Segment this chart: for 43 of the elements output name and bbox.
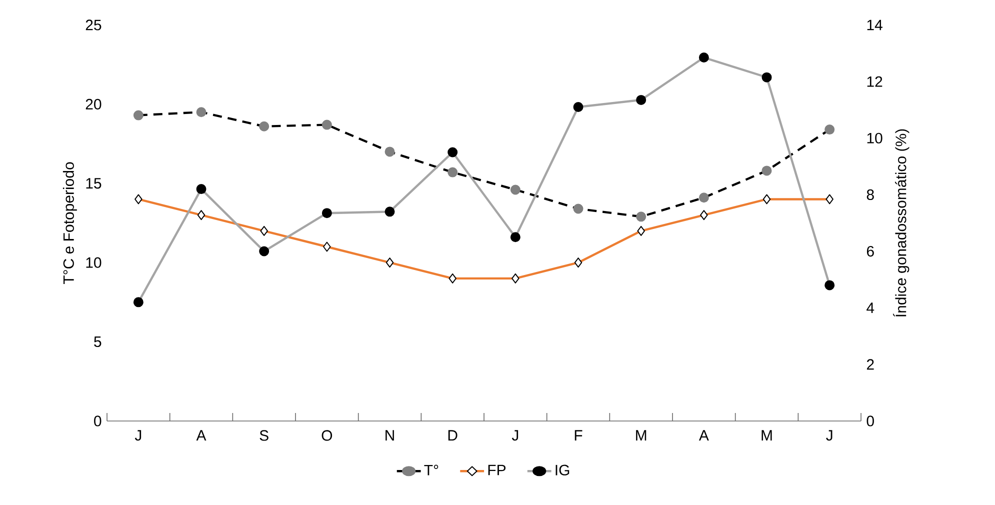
legend-label: IG bbox=[556, 464, 570, 476]
x-tick-label: J bbox=[134, 430, 142, 441]
y-tick-label: 5 bbox=[94, 336, 102, 348]
point bbox=[322, 120, 332, 130]
y2-tick-label: 6 bbox=[866, 246, 874, 257]
x-tick-label: A bbox=[196, 430, 206, 441]
x-tick-label: D bbox=[448, 430, 458, 441]
point bbox=[824, 124, 835, 135]
point bbox=[510, 184, 520, 195]
point bbox=[573, 204, 584, 214]
point bbox=[133, 110, 144, 120]
x-tick-label: N bbox=[386, 430, 394, 441]
y2-tick-label: 0 bbox=[866, 416, 874, 426]
y2-tick-label: 12 bbox=[867, 76, 882, 87]
y2-tick-label: 2 bbox=[866, 359, 874, 370]
x-tick-label: J bbox=[512, 430, 518, 441]
y-tick-label: 20 bbox=[86, 98, 102, 110]
y-tick-label: 10 bbox=[86, 257, 102, 268]
y2-tick-label: 14 bbox=[867, 20, 882, 30]
x-tick-label: A bbox=[698, 430, 709, 441]
point bbox=[762, 166, 772, 176]
point bbox=[448, 167, 458, 178]
legend-label: FP bbox=[488, 464, 506, 476]
point bbox=[636, 212, 646, 222]
x-tick-label: M bbox=[636, 430, 646, 441]
x-tick-label: M bbox=[762, 430, 772, 441]
point bbox=[384, 146, 395, 157]
y-axis-title: T°C e Fotoperiodo bbox=[62, 162, 77, 284]
x-tick-label: J bbox=[826, 430, 832, 441]
y2-axis-title: Índice gonadossomático (%) bbox=[893, 129, 910, 317]
point bbox=[196, 107, 206, 118]
y2-tick-label: 8 bbox=[866, 189, 874, 200]
point bbox=[698, 192, 709, 203]
y2-tick-label: 4 bbox=[866, 302, 874, 314]
y-tick-label: 25 bbox=[86, 20, 102, 30]
legend-label: T° bbox=[424, 464, 438, 476]
x-tick-label: O bbox=[322, 430, 332, 441]
x-tick-label: S bbox=[260, 430, 268, 441]
x-tick-label: F bbox=[574, 430, 582, 441]
y-tick-label: 0 bbox=[94, 416, 102, 426]
y-tick-label: 15 bbox=[86, 178, 102, 189]
y2-tick-label: 10 bbox=[867, 132, 882, 144]
point bbox=[259, 121, 270, 132]
